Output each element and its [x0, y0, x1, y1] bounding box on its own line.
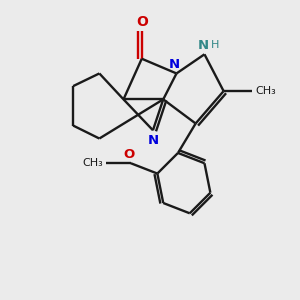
Text: N: N — [147, 134, 158, 147]
Text: CH₃: CH₃ — [83, 158, 104, 168]
Text: O: O — [124, 148, 135, 161]
Text: N: N — [169, 58, 180, 71]
Text: CH₃: CH₃ — [255, 86, 276, 96]
Text: N: N — [197, 39, 208, 52]
Text: O: O — [136, 15, 148, 29]
Text: H: H — [211, 40, 219, 50]
